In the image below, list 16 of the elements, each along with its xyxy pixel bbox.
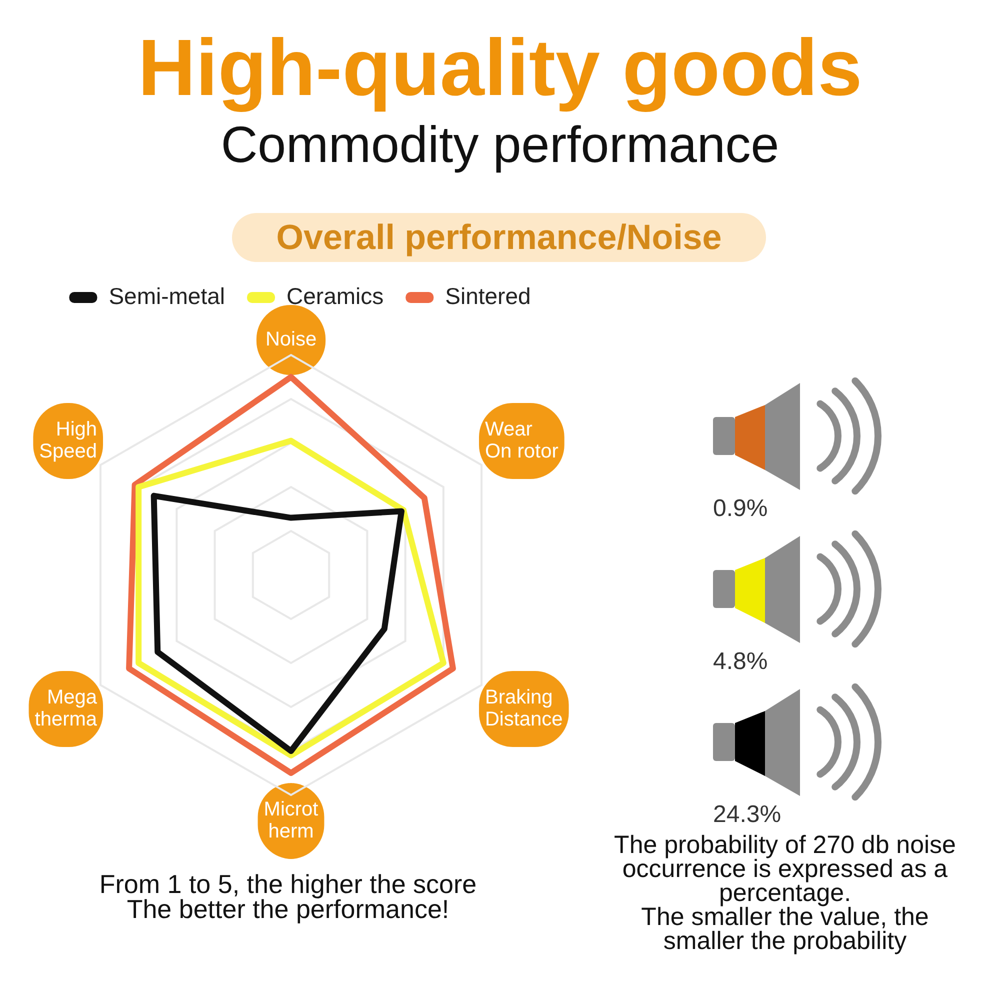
chart-title: High-quality goods bbox=[136, 22, 864, 114]
text: Overall performance/Noise bbox=[232, 213, 766, 262]
spoke-label: Wear On rotor bbox=[484, 418, 559, 463]
legend-label: Sintered bbox=[445, 282, 531, 309]
chart-subtitle: Commodity performance bbox=[220, 115, 780, 175]
text: 0.9% bbox=[713, 495, 768, 522]
spoke-label: Noise bbox=[265, 328, 317, 351]
text: The probability of 270 db noise occurrence is expressed as a percentage. bbox=[613, 831, 957, 907]
text: 4.8% bbox=[713, 648, 768, 675]
spoke-label: Braking Distance bbox=[484, 686, 563, 731]
legend-label: Ceramics bbox=[286, 282, 384, 309]
spoke-label: Microt herm bbox=[264, 798, 319, 843]
spoke-label: Mega therma bbox=[34, 686, 98, 731]
text: 24.3% bbox=[713, 801, 782, 828]
legend-label: Semi-metal bbox=[108, 282, 226, 309]
spoke-label: High Speed bbox=[39, 418, 98, 463]
